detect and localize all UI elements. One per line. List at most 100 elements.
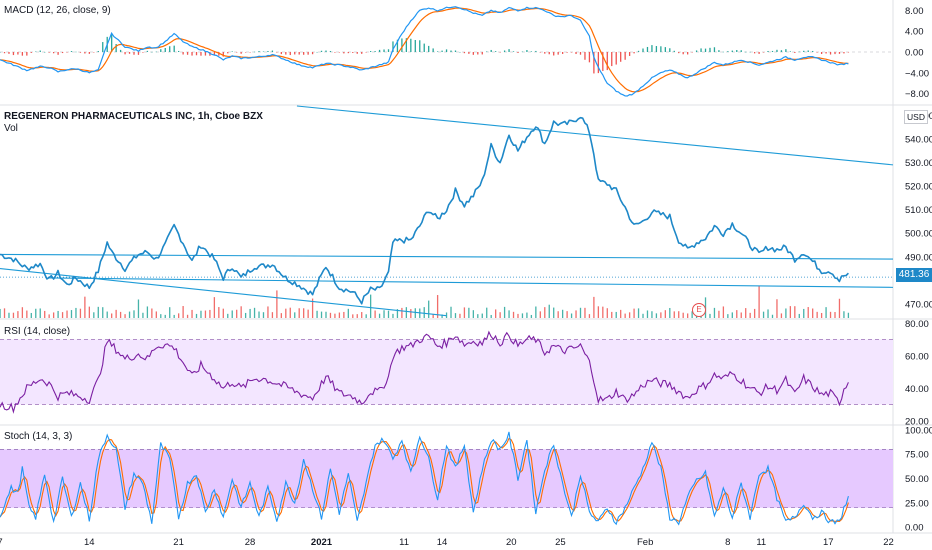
volume-bar: [593, 296, 595, 318]
volume-bar: [343, 311, 345, 318]
macd-histogram-bar: [231, 51, 233, 52]
volume-bar: [718, 310, 720, 318]
macd-histogram-bar: [490, 49, 492, 52]
macd-histogram-bar: [124, 52, 126, 55]
pane-separators: [0, 0, 932, 534]
volume-bar: [521, 313, 524, 318]
price-axis-tick: 500.00: [905, 229, 932, 240]
volume-bar: [678, 311, 680, 318]
volume-bar: [548, 304, 550, 318]
macd-histogram-bar: [164, 48, 166, 52]
volume-bar: [767, 309, 769, 318]
macd-histogram-bar: [664, 47, 666, 52]
macd-histogram-bar: [646, 46, 649, 52]
macd-histogram-bar: [834, 52, 836, 55]
volume-bar: [137, 299, 140, 318]
macd-histogram-bar: [436, 51, 439, 52]
volume-bar: [820, 312, 823, 318]
macd-histogram-bar: [762, 52, 765, 53]
macd-histogram-bar: [316, 51, 318, 53]
macd-label: MACD (12, 26, close, 9): [4, 5, 111, 16]
volume-bar: [124, 314, 126, 318]
volume-bar: [794, 306, 796, 318]
volume-bar: [758, 286, 760, 318]
macd-line: [0, 6, 849, 97]
macd-histogram-bar: [119, 49, 122, 52]
volume-bar: [276, 290, 278, 318]
price-series-line: [0, 116, 849, 305]
macd-histogram-bar: [548, 52, 550, 55]
last-price-badge: 481.36: [896, 268, 932, 282]
macd-histogram-bar: [182, 52, 184, 55]
volume-bar: [39, 308, 41, 318]
volume-bar: [606, 308, 608, 318]
stoch-pane[interactable]: [0, 431, 893, 526]
macd-histogram-bar: [151, 51, 153, 53]
volume-bar: [361, 312, 363, 318]
macd-histogram-bar: [387, 49, 390, 52]
macd-histogram-bar: [97, 50, 99, 52]
volume-bar: [285, 308, 287, 318]
macd-histogram-bar: [700, 48, 702, 52]
volume-bar: [669, 307, 671, 318]
macd-histogram-bar: [472, 52, 474, 55]
rsi-pane[interactable]: [0, 330, 893, 414]
volume-bar: [57, 310, 59, 318]
volume-bar: [789, 306, 792, 318]
time-axis-label: 8: [725, 537, 730, 548]
volume-bar: [691, 311, 693, 318]
macd-histogram-bar: [155, 51, 157, 53]
macd-histogram-bar: [227, 52, 229, 54]
volume-bar: [816, 311, 818, 318]
macd-histogram-bar: [798, 51, 800, 53]
macd-histogram-bar: [695, 50, 698, 52]
macd-histogram-bar: [48, 52, 50, 53]
macd-histogram-bar: [186, 52, 189, 55]
macd-histogram-bar: [39, 50, 41, 52]
volume-bar: [459, 313, 461, 318]
volume-bar: [151, 308, 153, 318]
volume-bar: [396, 309, 399, 318]
macd-axis-tick: 8.00: [905, 6, 924, 17]
volume-bar: [213, 297, 216, 318]
volume-bar: [597, 306, 600, 318]
macd-histogram-bar: [347, 52, 349, 54]
macd-histogram-bar: [753, 52, 756, 54]
macd-histogram-bar: [289, 52, 291, 56]
macd-histogram-bar: [146, 50, 149, 52]
volume-bar: [334, 313, 336, 318]
macd-histogram-bar: [3, 52, 6, 54]
currency-badge[interactable]: USD: [904, 110, 928, 124]
volume-bar: [687, 313, 689, 318]
macd-histogram-bar: [633, 52, 635, 54]
volume-bar: [253, 307, 256, 318]
volume-bar: [352, 314, 354, 318]
time-axis-label: Feb: [637, 537, 653, 548]
macd-pane[interactable]: [0, 6, 893, 97]
volume-bar: [508, 310, 510, 318]
volume-bar: [495, 309, 497, 318]
macd-histogram-bar: [687, 52, 689, 55]
time-axis-label: 7: [0, 537, 3, 548]
macd-histogram-bar: [307, 52, 309, 55]
macd-histogram-bar: [52, 52, 55, 54]
volume-bar: [490, 314, 492, 318]
macd-histogram-bar: [12, 52, 15, 56]
macd-histogram-bar: [526, 50, 528, 52]
earnings-marker[interactable]: E: [692, 303, 706, 317]
price-pane[interactable]: [0, 105, 894, 318]
macd-histogram-bar: [191, 52, 193, 56]
volume-bar: [615, 311, 617, 318]
macd-histogram-bar: [486, 51, 488, 52]
volume-bar: [325, 311, 327, 318]
time-axis[interactable]: 7 14 21 28 2021 11 14 20 25 Feb 8 11 17 22: [0, 537, 894, 548]
time-axis-label: 2021: [311, 537, 333, 548]
macd-histogram-bar: [419, 40, 421, 52]
volume-bar: [575, 310, 577, 318]
macd-histogram-bar: [115, 44, 117, 52]
stoch-axis-tick: 25.00: [905, 498, 929, 509]
volume-bar: [561, 309, 564, 318]
macd-histogram-bar: [258, 51, 260, 52]
volume-bar: [535, 306, 537, 318]
macd-histogram-bar: [776, 49, 778, 52]
